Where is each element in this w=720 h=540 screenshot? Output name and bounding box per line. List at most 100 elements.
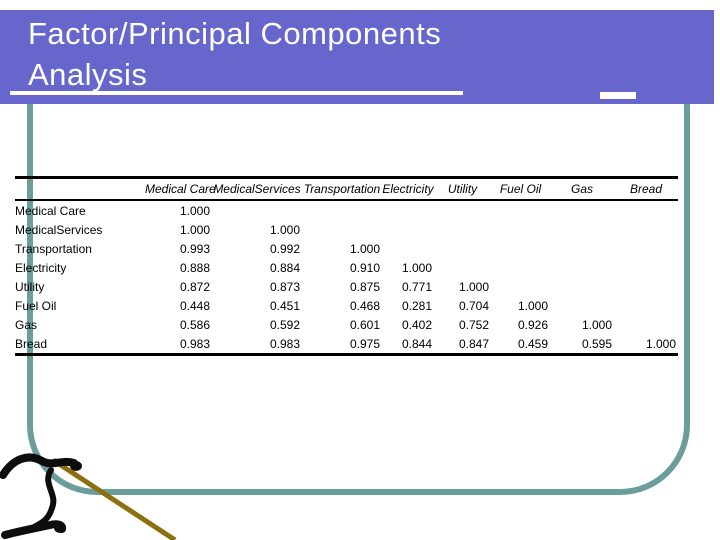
row-label: Bread bbox=[15, 336, 48, 351]
correlation-value bbox=[614, 200, 678, 220]
row-label: MedicalServices bbox=[15, 222, 103, 237]
row-label: Fuel Oil bbox=[15, 298, 57, 313]
correlation-value: 0.983 bbox=[179, 336, 210, 351]
correlation-value: 0.752 bbox=[458, 317, 489, 332]
correlation-value bbox=[434, 220, 491, 239]
table-row: Transportation 0.993 0.992 1.000 bbox=[15, 239, 678, 258]
correlation-value bbox=[434, 258, 491, 277]
table-header-row: Medical Care MedicalServices Transportatio… bbox=[15, 178, 678, 201]
correlation-value: 0.451 bbox=[269, 298, 300, 313]
correlation-value bbox=[614, 277, 678, 296]
column-header: Medical Care bbox=[145, 182, 216, 196]
page-title-line1: Factor/Principal Components bbox=[28, 16, 442, 51]
correlation-value: 1.000 bbox=[458, 279, 489, 294]
correlation-value: 0.704 bbox=[458, 298, 489, 313]
table-corner-cell bbox=[15, 178, 145, 201]
correlation-value bbox=[550, 258, 614, 277]
correlation-value bbox=[614, 239, 678, 258]
table-row: Electricity 0.888 0.884 0.910 1.000 bbox=[15, 258, 678, 277]
column-header: Gas bbox=[570, 182, 593, 196]
correlation-value bbox=[302, 200, 382, 220]
column-header: Utility bbox=[447, 182, 478, 196]
correlation-value bbox=[382, 220, 434, 239]
correlation-value bbox=[614, 296, 678, 315]
correlation-value: 1.000 bbox=[179, 222, 210, 237]
correlation-value bbox=[491, 200, 550, 220]
correlation-value: 0.402 bbox=[401, 317, 432, 332]
correlation-value: 1.000 bbox=[269, 222, 300, 237]
correlation-value: 0.926 bbox=[517, 317, 548, 332]
correlation-value: 0.844 bbox=[401, 336, 432, 351]
correlation-value bbox=[491, 239, 550, 258]
row-label: Transportation bbox=[15, 241, 92, 256]
correlation-value: 0.872 bbox=[179, 279, 210, 294]
correlation-value: 1.000 bbox=[517, 298, 548, 313]
row-label: Electricity bbox=[15, 260, 67, 275]
correlation-value bbox=[491, 277, 550, 296]
column-header: MedicalServices bbox=[213, 182, 301, 196]
correlation-value: 0.847 bbox=[458, 336, 489, 351]
correlation-value bbox=[550, 277, 614, 296]
correlation-value bbox=[491, 258, 550, 277]
correlation-value bbox=[614, 258, 678, 277]
correlation-value bbox=[550, 220, 614, 239]
correlation-value bbox=[614, 315, 678, 334]
table-row: Bread 0.983 0.983 0.975 0.844 0.847 0.459 0.595… bbox=[15, 334, 678, 355]
integral-swash-icon bbox=[0, 453, 177, 540]
correlation-value: 1.000 bbox=[401, 260, 432, 275]
title-bar bbox=[0, 10, 714, 104]
correlation-value: 0.983 bbox=[269, 336, 300, 351]
correlation-value bbox=[212, 200, 302, 220]
integral-glyph-terminals bbox=[54, 461, 82, 533]
correlation-value: 0.771 bbox=[401, 279, 432, 294]
correlation-value: 0.992 bbox=[269, 241, 300, 256]
row-label: Gas bbox=[15, 317, 38, 332]
correlation-value bbox=[491, 220, 550, 239]
correlation-value bbox=[434, 200, 491, 220]
row-label: Utility bbox=[15, 279, 45, 294]
correlation-value bbox=[550, 239, 614, 258]
title-underline bbox=[10, 91, 463, 95]
table-row: Gas 0.586 0.592 0.601 0.402 0.752 0.926 1.000 bbox=[15, 315, 678, 334]
correlation-value bbox=[434, 239, 491, 258]
correlation-value: 0.910 bbox=[349, 260, 380, 275]
correlation-value: 0.884 bbox=[269, 260, 300, 275]
correlation-value: 0.993 bbox=[179, 241, 210, 256]
correlation-value: 0.888 bbox=[179, 260, 210, 275]
correlation-value: 0.875 bbox=[349, 279, 380, 294]
content-frame bbox=[27, 104, 690, 495]
correlation-value: 0.586 bbox=[179, 317, 210, 332]
olive-slash-stroke bbox=[51, 457, 177, 540]
correlation-value bbox=[302, 220, 382, 239]
correlation-value: 1.000 bbox=[349, 241, 380, 256]
correlation-value: 0.592 bbox=[269, 317, 300, 332]
correlation-value bbox=[550, 200, 614, 220]
correlation-value: 0.281 bbox=[401, 298, 432, 313]
correlation-value: 1.000 bbox=[581, 317, 612, 332]
correlation-value: 0.595 bbox=[581, 336, 612, 351]
correlation-value bbox=[382, 239, 434, 258]
correlation-value: 0.975 bbox=[349, 336, 380, 351]
page-title-line2: Analysis bbox=[28, 57, 148, 92]
correlation-table: Medical Care MedicalServices Transportatio… bbox=[15, 176, 678, 356]
column-header: Fuel Oil bbox=[499, 182, 542, 196]
correlation-value bbox=[550, 296, 614, 315]
page-title: Factor/Principal Components Analysis bbox=[28, 13, 441, 95]
correlation-value: 1.000 bbox=[645, 336, 676, 351]
correlation-value: 0.448 bbox=[179, 298, 210, 313]
correlation-value: 0.468 bbox=[349, 298, 380, 313]
column-header: Bread bbox=[629, 182, 663, 196]
column-header: Electricity bbox=[382, 182, 434, 196]
table-row: MedicalServices 1.000 1.000 bbox=[15, 220, 678, 239]
column-header: Transportation bbox=[303, 182, 381, 196]
table-row: Medical Care 1.000 bbox=[15, 200, 678, 220]
table-row: Fuel Oil 0.448 0.451 0.468 0.281 0.704 1.000 bbox=[15, 296, 678, 315]
table-row: Utility 0.872 0.873 0.875 0.771 1.000 bbox=[15, 277, 678, 296]
correlation-value bbox=[614, 220, 678, 239]
correlation-value bbox=[382, 200, 434, 220]
correlation-value: 1.000 bbox=[179, 203, 210, 218]
row-label: Medical Care bbox=[15, 203, 86, 218]
correlation-value: 0.873 bbox=[269, 279, 300, 294]
correlation-value: 0.459 bbox=[517, 336, 548, 351]
